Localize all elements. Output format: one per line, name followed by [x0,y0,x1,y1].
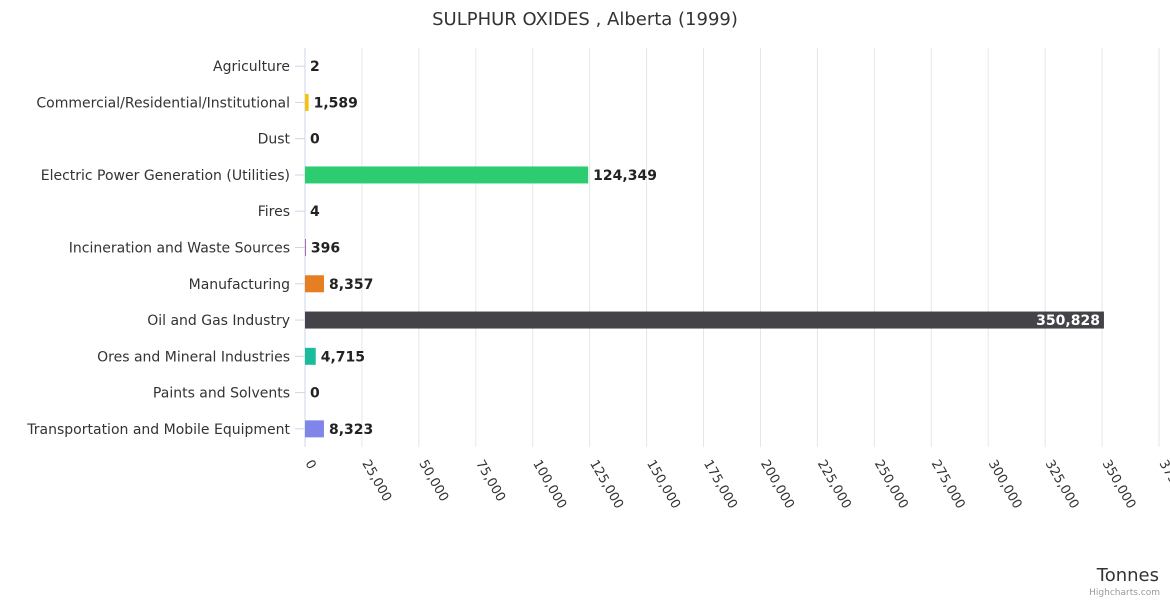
data-label: 8,357 [329,277,373,293]
bar [305,239,306,256]
bar [305,311,1104,329]
x-tick-label: 150,000 [643,458,683,512]
category-label: Fires [258,204,290,220]
category-label: Oil and Gas Industry [147,313,290,329]
data-label: 0 [310,132,320,148]
category-label: Dust [258,132,291,148]
x-tick-label: 200,000 [757,458,797,512]
data-label: 2 [310,59,320,75]
data-label: 1,589 [314,95,358,111]
x-tick-label: 25,000 [358,458,394,505]
data-label: 350,828 [1036,313,1100,329]
category-label: Commercial/Residential/Institutional [36,95,290,111]
x-tick-label: 100,000 [529,458,569,512]
bar [305,166,589,184]
x-tick-label: 0 [302,458,319,473]
x-tick-label: 325,000 [1042,458,1082,512]
credits[interactable]: Highcharts.com [1089,588,1160,598]
data-label: 124,349 [593,168,657,184]
x-tick-label: 50,000 [415,458,451,505]
data-label: 8,323 [329,422,373,438]
x-tick-label: 175,000 [700,458,740,512]
x-axis-title: Tonnes [1096,565,1159,586]
x-tick-label: 225,000 [814,458,854,512]
chart-title: SULPHUR OXIDES , Alberta (1999) [432,9,738,30]
category-label: Incineration and Waste Sources [69,241,290,257]
bar [305,420,324,438]
x-tick-label: 250,000 [871,458,911,512]
data-label: 4 [310,204,320,220]
category-label: Manufacturing [189,277,290,293]
data-label: 0 [310,386,320,402]
x-tick-label: 75,000 [472,458,508,505]
category-label: Agriculture [213,59,290,75]
category-label: Electric Power Generation (Utilities) [41,168,290,184]
bar [305,275,325,293]
category-label: Paints and Solvents [153,386,290,402]
category-label: Ores and Mineral Industries [97,349,290,365]
data-label: 4,715 [321,349,365,365]
x-tick-label: 275,000 [928,458,968,512]
bar [305,347,316,365]
x-tick-label: 125,000 [586,458,626,512]
x-tick-label: 375,000 [1156,458,1170,512]
data-label: 396 [311,241,340,257]
category-label: Transportation and Mobile Equipment [26,422,290,438]
x-tick-label: 300,000 [985,458,1025,512]
bar [305,93,309,111]
x-tick-label: 350,000 [1099,458,1139,512]
